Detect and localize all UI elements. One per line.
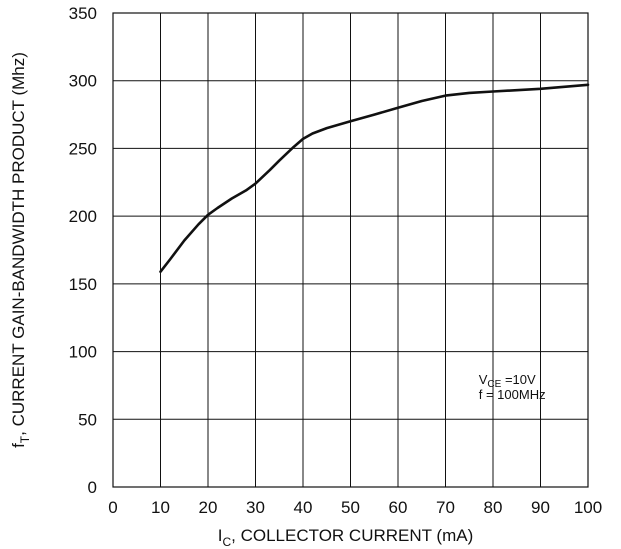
x-tick-label: 50 (341, 498, 360, 517)
x-axis-label-subscript: C (222, 535, 231, 549)
x-tick-label: 70 (436, 498, 455, 517)
x-axis-label-main: I (218, 526, 223, 545)
y-axis-label-subscript: T (18, 435, 32, 443)
y-tick-label: 250 (69, 139, 97, 158)
annotation-vce: VCE =10V (479, 372, 536, 390)
y-axis-label-main: f (9, 443, 28, 448)
y-axis-label-rest: , CURRENT GAIN-BANDWIDTH PRODUCT (Mhz) (9, 52, 28, 436)
y-axis-label: fT, CURRENT GAIN-BANDWIDTH PRODUCT (Mhz) (9, 52, 32, 448)
x-tick-label: 0 (108, 498, 117, 517)
series (159, 83, 590, 274)
annotation-vce-rest: =10V (501, 372, 536, 387)
x-axis-label-rest: , COLLECTOR CURRENT (mA) (231, 526, 473, 545)
test-conditions-annotation: VCE =10V f = 100MHz (479, 372, 546, 402)
y-tick-label: 0 (88, 478, 97, 497)
annotation-vce-main: V (479, 372, 488, 387)
x-tick-label: 40 (294, 498, 313, 517)
x-tick-label: 60 (389, 498, 408, 517)
x-tick-label: 20 (199, 498, 218, 517)
y-tick-label: 150 (69, 275, 97, 294)
series-line-0 (159, 83, 590, 274)
y-tick-label: 50 (78, 410, 97, 429)
y-tick-label: 100 (69, 343, 97, 362)
x-tick-labels: 0 10 20 30 40 50 60 70 80 90 100 (108, 498, 602, 517)
x-tick-label: 80 (484, 498, 503, 517)
plot-frame (112, 12, 589, 488)
x-tick-label: 100 (574, 498, 602, 517)
annotation-vce-subscript: CE (487, 379, 501, 390)
grid (112, 12, 589, 488)
y-tick-label: 200 (69, 207, 97, 226)
y-tick-label: 350 (69, 4, 97, 23)
annotation-frequency: f = 100MHz (479, 387, 546, 402)
y-tick-label: 300 (69, 72, 97, 91)
x-tick-label: 10 (151, 498, 170, 517)
x-axis-label: IC, COLLECTOR CURRENT (mA) (218, 526, 474, 549)
x-tick-label: 90 (531, 498, 550, 517)
y-tick-labels: 0 50 100 150 200 250 300 350 (69, 4, 97, 497)
x-tick-label: 30 (246, 498, 265, 517)
